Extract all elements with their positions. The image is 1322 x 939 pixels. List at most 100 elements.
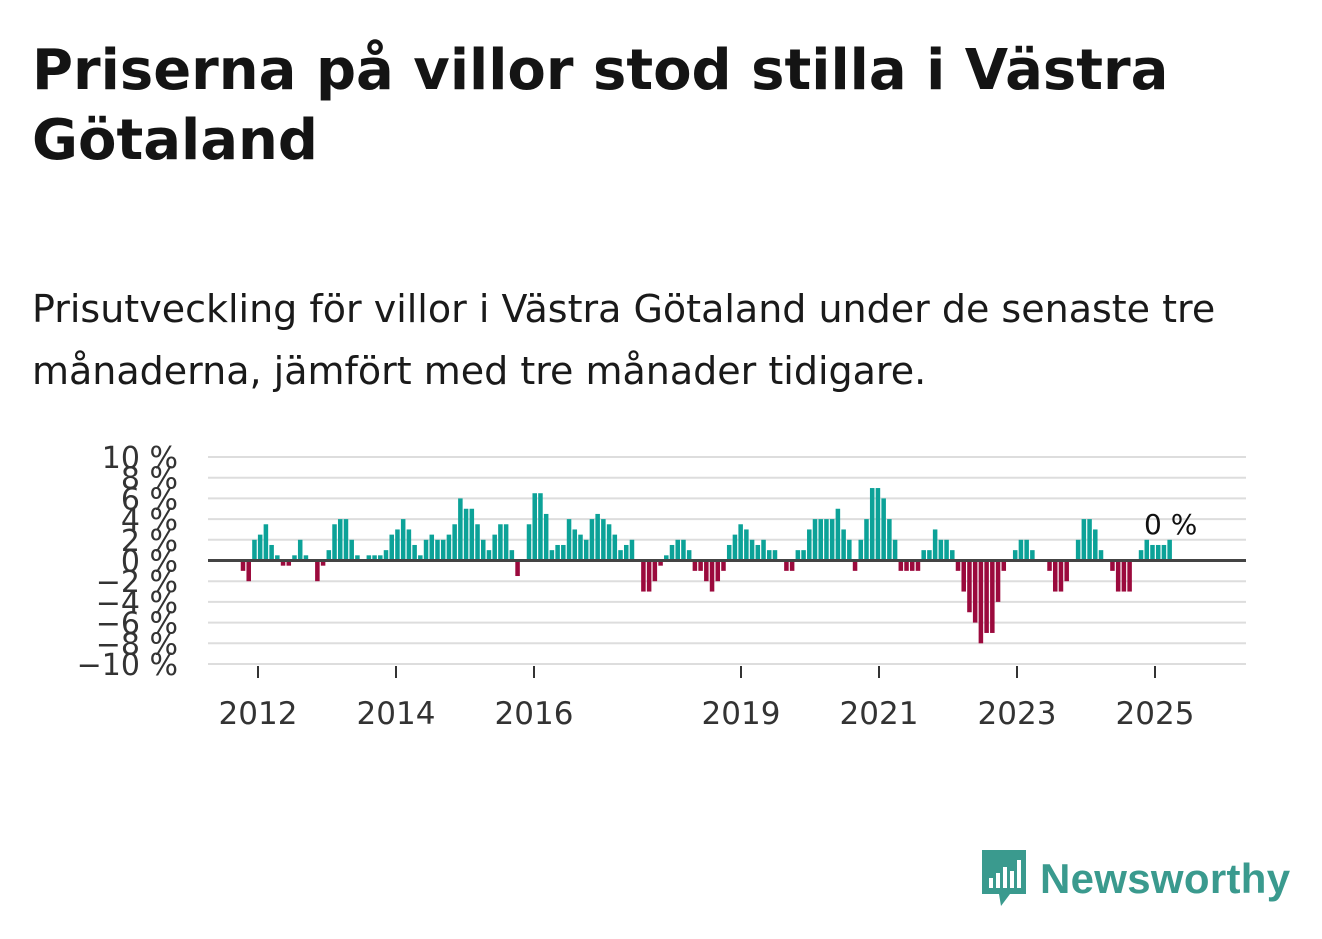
bar — [1110, 560, 1115, 571]
bar — [664, 555, 669, 561]
bar — [452, 524, 457, 561]
y-tick-label: 6 % — [121, 482, 178, 517]
y-tick-label: 8 % — [121, 462, 178, 497]
bar — [1155, 544, 1161, 561]
bar — [446, 534, 452, 561]
bar — [343, 519, 349, 561]
bar — [492, 534, 497, 561]
bar — [263, 524, 269, 561]
bar — [1075, 539, 1081, 561]
bar — [721, 560, 726, 571]
bar — [1058, 560, 1064, 592]
bar — [315, 560, 320, 582]
bar — [378, 555, 383, 561]
bar — [275, 555, 280, 561]
bar — [1144, 539, 1150, 561]
bar — [766, 550, 772, 561]
bar — [475, 524, 480, 561]
bar — [612, 534, 618, 561]
bar — [669, 544, 675, 561]
bar — [538, 493, 543, 561]
bar — [257, 534, 263, 561]
bar — [423, 539, 429, 561]
y-tick-label: 2 % — [121, 524, 178, 559]
x-tick-label: 2023 — [978, 696, 1057, 732]
bar — [944, 539, 949, 561]
y-axis-tick-labels: 10 %8 %6 %4 %2 %0 %−2 %−4 %−6 %−8 %−10 % — [77, 441, 178, 683]
bar — [595, 513, 600, 561]
bar — [909, 560, 915, 571]
bar — [252, 539, 257, 561]
brand-name: Newsworthy — [1040, 855, 1291, 902]
bar — [686, 550, 692, 561]
bar — [1052, 560, 1058, 592]
bar — [704, 560, 709, 582]
bar — [549, 550, 555, 561]
bar — [1081, 519, 1087, 561]
bar — [652, 560, 658, 582]
bar — [761, 539, 766, 561]
bar — [715, 560, 721, 582]
bar — [429, 534, 435, 561]
x-tick-label: 2014 — [357, 696, 436, 732]
bar — [1093, 529, 1098, 561]
bar — [646, 560, 652, 592]
bar — [532, 493, 537, 561]
bar — [1115, 560, 1121, 592]
chart-subtitle: Prisutveckling för villor i Västra Götal… — [32, 287, 1216, 393]
bar — [892, 539, 898, 561]
bar — [932, 529, 938, 561]
bar — [583, 539, 589, 561]
bar — [829, 519, 835, 561]
bar — [875, 488, 881, 561]
bar — [606, 524, 612, 561]
bar — [1167, 539, 1172, 561]
bar — [349, 539, 354, 561]
bar — [303, 555, 309, 561]
bar — [955, 560, 961, 571]
bar — [1047, 560, 1052, 571]
bar — [749, 539, 755, 561]
bar — [1121, 560, 1127, 592]
bar — [480, 539, 486, 561]
bar — [292, 555, 297, 561]
bar — [824, 519, 829, 561]
bar — [887, 519, 892, 561]
bar — [372, 555, 377, 561]
bar — [320, 560, 326, 566]
bar — [400, 519, 406, 561]
bar — [801, 550, 806, 561]
bar — [938, 539, 944, 561]
bar — [1001, 560, 1007, 571]
bar — [578, 534, 583, 561]
bar — [835, 508, 841, 561]
y-tick-label: −6 % — [96, 607, 178, 642]
bar — [589, 519, 595, 561]
bar — [772, 550, 778, 561]
bar — [921, 550, 926, 561]
bar — [847, 539, 852, 561]
bar — [789, 560, 795, 571]
annotations: 0 % — [1144, 508, 1197, 541]
bar — [326, 550, 332, 561]
bar — [858, 539, 864, 561]
y-tick-label: 4 % — [121, 503, 178, 538]
bar — [543, 513, 549, 561]
bar — [852, 560, 858, 571]
bar — [1018, 539, 1024, 561]
page-title: Priserna på villor stod stilla i Västra … — [32, 38, 1169, 173]
bar — [383, 550, 389, 561]
x-axis-ticks: 2012 2014 2016 2019 2021 2023 2025 — [219, 666, 1194, 732]
bar — [1064, 560, 1069, 582]
bar — [463, 508, 469, 561]
bar — [526, 524, 532, 561]
bar — [641, 560, 646, 592]
x-tick-label: 2016 — [495, 696, 574, 732]
x-tick-label: 2019 — [702, 696, 781, 732]
bar — [297, 539, 303, 561]
bar — [990, 560, 995, 633]
bar — [572, 529, 578, 561]
bar — [784, 560, 789, 571]
bar — [738, 524, 743, 561]
bar — [1024, 539, 1029, 561]
